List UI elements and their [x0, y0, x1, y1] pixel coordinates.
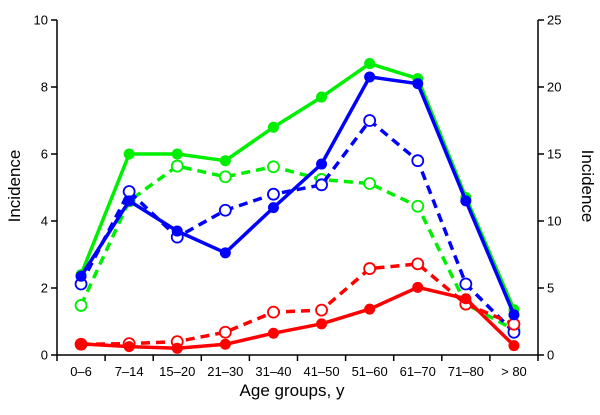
- data-point: [267, 327, 279, 339]
- data-point: [364, 303, 376, 315]
- data-point: [74, 299, 88, 312]
- y-tick-label-right: 20: [547, 80, 561, 95]
- series-line: [79, 75, 516, 316]
- y-tick-label-right: 25: [547, 13, 561, 28]
- data-point: [267, 202, 279, 214]
- data-point: [75, 338, 87, 350]
- y-axis-label-left: Incidence: [5, 150, 24, 223]
- data-point: [411, 199, 425, 213]
- data-point: [411, 257, 425, 271]
- data-point: [460, 195, 472, 207]
- x-tick-label: 51–60: [352, 364, 388, 379]
- data-point: [459, 277, 473, 291]
- axes: 0 2 4 6 8 10 0 5 10 15 20 25 0–6 7–14 15–20 21–30 31–40 4…: [34, 13, 562, 380]
- data-point: [218, 170, 232, 184]
- data-point: [315, 303, 328, 317]
- data-point: [218, 203, 232, 217]
- x-tick-label: 7–14: [115, 364, 144, 379]
- data-point: [363, 177, 377, 190]
- data-point: [123, 148, 135, 160]
- data-point: [219, 155, 231, 167]
- data-point: [171, 225, 183, 237]
- data-point: [364, 58, 376, 70]
- series-line: [80, 285, 516, 351]
- y-tick-label-left: 4: [41, 214, 48, 229]
- x-tick-label: > 80: [501, 364, 527, 379]
- data-point: [316, 91, 328, 103]
- data-point: [218, 325, 232, 339]
- x-tick-label: 15–20: [159, 364, 195, 379]
- data-point: [316, 318, 328, 330]
- data-point: [507, 317, 521, 331]
- data-point: [315, 178, 328, 192]
- data-point: [219, 338, 231, 350]
- y-tick-label-right: 0: [547, 348, 554, 363]
- data-point: [122, 185, 136, 198]
- x-tick-label: 41–50: [303, 364, 339, 379]
- x-axis-label: Age groups, y: [240, 381, 345, 400]
- data-point: [267, 160, 280, 174]
- x-tick-label: 61–70: [400, 364, 436, 379]
- data-point: [411, 154, 425, 168]
- y-tick-label-left: 0: [41, 348, 48, 363]
- data-point: [363, 114, 377, 127]
- data-point: [123, 195, 135, 207]
- data-point: [508, 309, 520, 321]
- y-axis-label-right: Incidence: [578, 150, 597, 223]
- x-tick-label: 31–40: [255, 364, 291, 379]
- data-point: [170, 159, 184, 173]
- data-point: [267, 187, 280, 201]
- y-tick-label-right: 10: [547, 214, 561, 229]
- y-tick-label-left: 8: [41, 80, 48, 95]
- x-tick-label: 21–30: [207, 364, 243, 379]
- y-tick-label-right: 15: [547, 147, 561, 162]
- data-point: [123, 341, 135, 353]
- data-point: [412, 281, 424, 293]
- data-point: [460, 293, 472, 305]
- data-point: [267, 305, 280, 319]
- y-tick-label-right: 5: [547, 281, 554, 296]
- data-point: [75, 270, 87, 282]
- x-tick-label: 71–80: [448, 364, 484, 379]
- data-point: [171, 148, 183, 160]
- data-point: [508, 340, 520, 352]
- data-point: [363, 262, 377, 275]
- series-line: [80, 262, 515, 347]
- x-tick-label: 0–6: [70, 364, 92, 379]
- data-point: [171, 342, 183, 354]
- data-point: [267, 121, 279, 133]
- data-point: [364, 71, 376, 83]
- y-tick-label-left: 2: [41, 281, 48, 296]
- y-tick-label-left: 10: [34, 13, 48, 28]
- data-point: [412, 78, 424, 90]
- data-point: [316, 158, 328, 170]
- data-point: [219, 247, 231, 259]
- y-tick-label-left: 6: [41, 147, 48, 162]
- series: [74, 58, 521, 354]
